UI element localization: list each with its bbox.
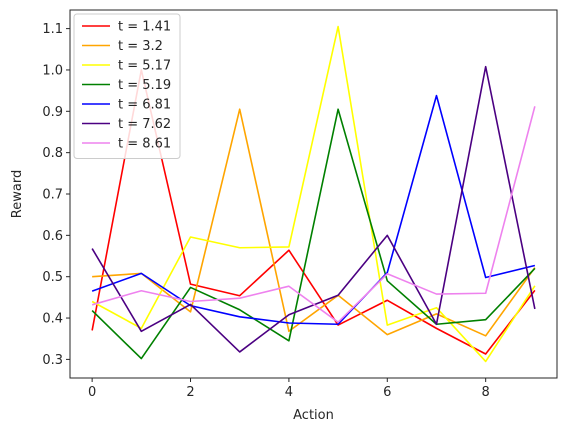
y-tick-label: 0.9 (42, 105, 63, 120)
y-tick-label: 0.7 (42, 188, 63, 203)
x-tick-label: 0 (88, 385, 96, 400)
x-tick-label: 6 (383, 385, 391, 400)
series-line-6 (91, 106, 536, 323)
legend-label-0: t = 1.41 (118, 20, 171, 35)
x-tick-label: 2 (186, 385, 194, 400)
y-tick-label: 1.1 (42, 22, 63, 37)
series-line-2 (91, 25, 536, 363)
series-line-4 (91, 94, 536, 326)
x-axis-ticks: 0 2 4 6 8 (88, 378, 490, 400)
y-tick-label: 0.8 (42, 146, 63, 161)
series-layer (91, 25, 536, 363)
x-axis-label: Action (293, 408, 334, 423)
legend: t = 1.41 t = 3.2 t = 5.17 t = 5.19 t = 6.81 t… (73, 13, 181, 159)
y-tick-label: 0.5 (42, 270, 63, 285)
y-tick-label: 1.0 (42, 63, 63, 78)
legend-box (73, 13, 181, 159)
y-axis-ticks: 0.3 0.4 0.5 0.6 0.7 0.8 0.9 1.0 1.1 (42, 22, 70, 368)
legend-label-2: t = 5.17 (118, 59, 171, 74)
legend-label-1: t = 3.2 (118, 39, 163, 54)
series-line-0 (91, 69, 536, 355)
y-axis-label: Reward (10, 170, 25, 218)
series-line-1 (92, 108, 536, 337)
legend-label-3: t = 5.19 (118, 78, 171, 93)
legend-label-5: t = 7.62 (118, 117, 171, 132)
series-line-3 (91, 108, 536, 360)
y-tick-label: 0.3 (42, 353, 63, 368)
legend-label-6: t = 8.61 (118, 137, 171, 152)
y-tick-label: 0.6 (42, 229, 63, 244)
x-tick-label: 4 (285, 385, 293, 400)
x-tick-label: 8 (482, 385, 490, 400)
legend-label-4: t = 6.81 (118, 98, 171, 113)
y-tick-label: 0.4 (42, 312, 63, 327)
